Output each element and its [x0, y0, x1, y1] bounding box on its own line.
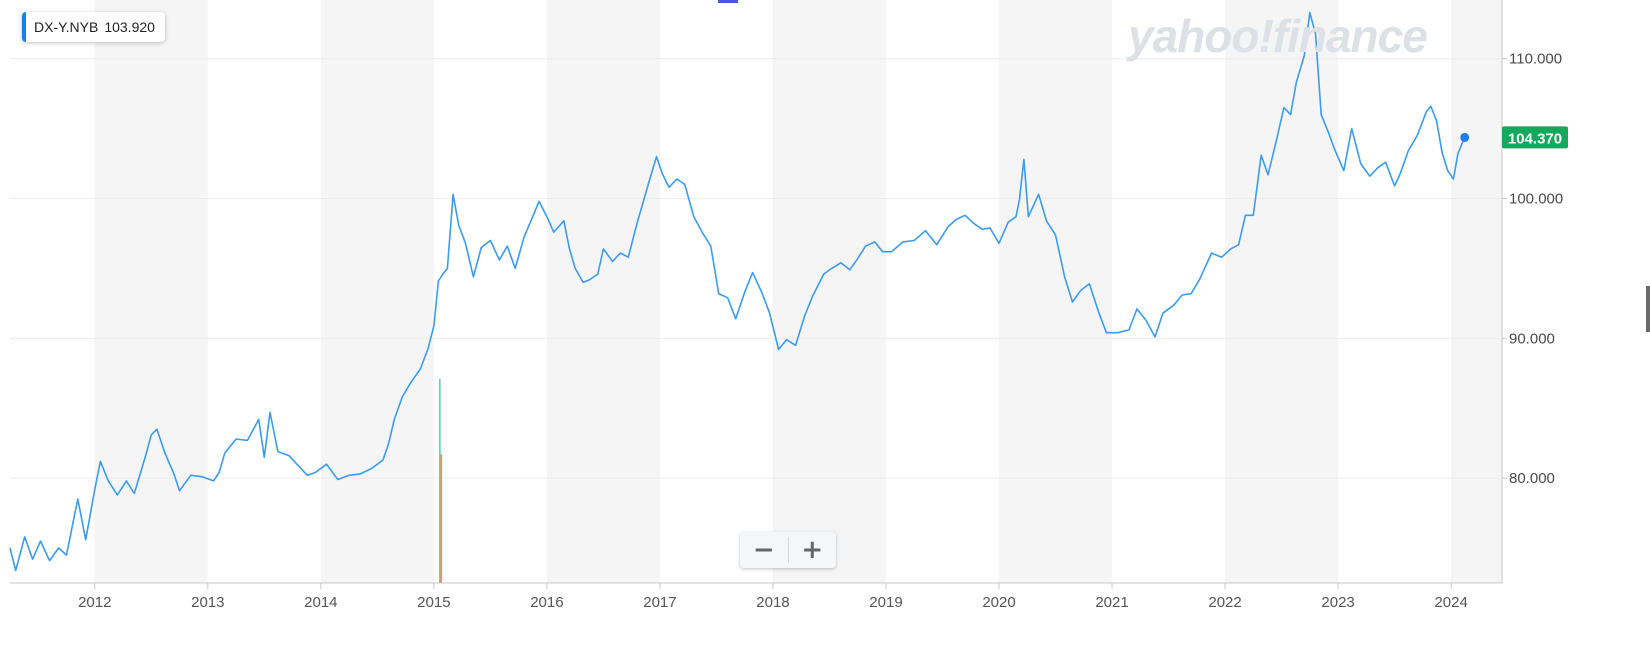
x-tick-label: 2018	[756, 594, 789, 611]
year-band	[999, 0, 1113, 583]
right-scroll-handle[interactable]	[1646, 286, 1650, 332]
volume-bars	[438, 378, 443, 583]
last-price-dot	[1460, 132, 1470, 142]
x-tick-label: 2022	[1208, 594, 1241, 611]
x-tick-label: 2021	[1095, 594, 1128, 611]
year-band	[1225, 0, 1339, 583]
legend-value: 103.920	[104, 19, 155, 35]
series-legend[interactable]: DX-Y.NYB 103.920	[22, 12, 165, 42]
y-tick-label: 80.000	[1509, 470, 1555, 487]
x-tick-label: 2023	[1321, 594, 1354, 611]
zoom-in-button[interactable]: +	[801, 535, 824, 565]
x-tick-label: 2020	[982, 594, 1015, 611]
zoom-controls: − +	[740, 532, 836, 568]
year-bands	[94, 0, 1502, 583]
volume-bar	[438, 378, 441, 583]
year-band	[1451, 0, 1502, 583]
zoom-out-button[interactable]: −	[752, 535, 775, 565]
last-price-label: 104.370	[1508, 130, 1562, 147]
x-tick-label: 2013	[191, 594, 224, 611]
last-price-group: 104.370	[1460, 126, 1568, 149]
year-band	[320, 0, 434, 583]
x-tick-label: 2014	[304, 594, 337, 611]
year-band	[772, 0, 886, 583]
y-axis-ticks: 80.000 90.000 100.000 110.000	[1502, 51, 1563, 487]
yahoo-finance-watermark: yahoo!finance	[1128, 10, 1428, 62]
x-tick-label: 2015	[417, 594, 450, 611]
series-layer	[9, 11, 1466, 572]
grid-lines	[10, 58, 1502, 479]
y-tick-label: 90.000	[1509, 330, 1555, 347]
volume-bar	[440, 454, 443, 583]
x-tick-label: 2017	[643, 594, 676, 611]
axes	[10, 0, 1503, 584]
legend-symbol: DX-Y.NYB	[34, 19, 99, 35]
x-tick-label: 2016	[530, 594, 563, 611]
year-band	[94, 0, 208, 583]
price-line	[9, 11, 1466, 572]
y-tick-label: 110.000	[1509, 51, 1562, 68]
y-tick-label: 100.000	[1509, 191, 1563, 208]
legend-color-swatch	[22, 12, 26, 42]
x-tick-label: 2012	[78, 594, 111, 611]
x-tick-label: 2019	[869, 594, 902, 611]
x-axis-ticks: 2012 2013 2014 2015 2016 2017 2018 2019 2020 2021…	[78, 583, 1468, 611]
x-tick-label: 2024	[1434, 594, 1467, 611]
zoom-divider	[787, 537, 789, 563]
top-range-marker	[718, 0, 738, 3]
last-price-badge	[1502, 126, 1568, 149]
year-band	[546, 0, 660, 583]
